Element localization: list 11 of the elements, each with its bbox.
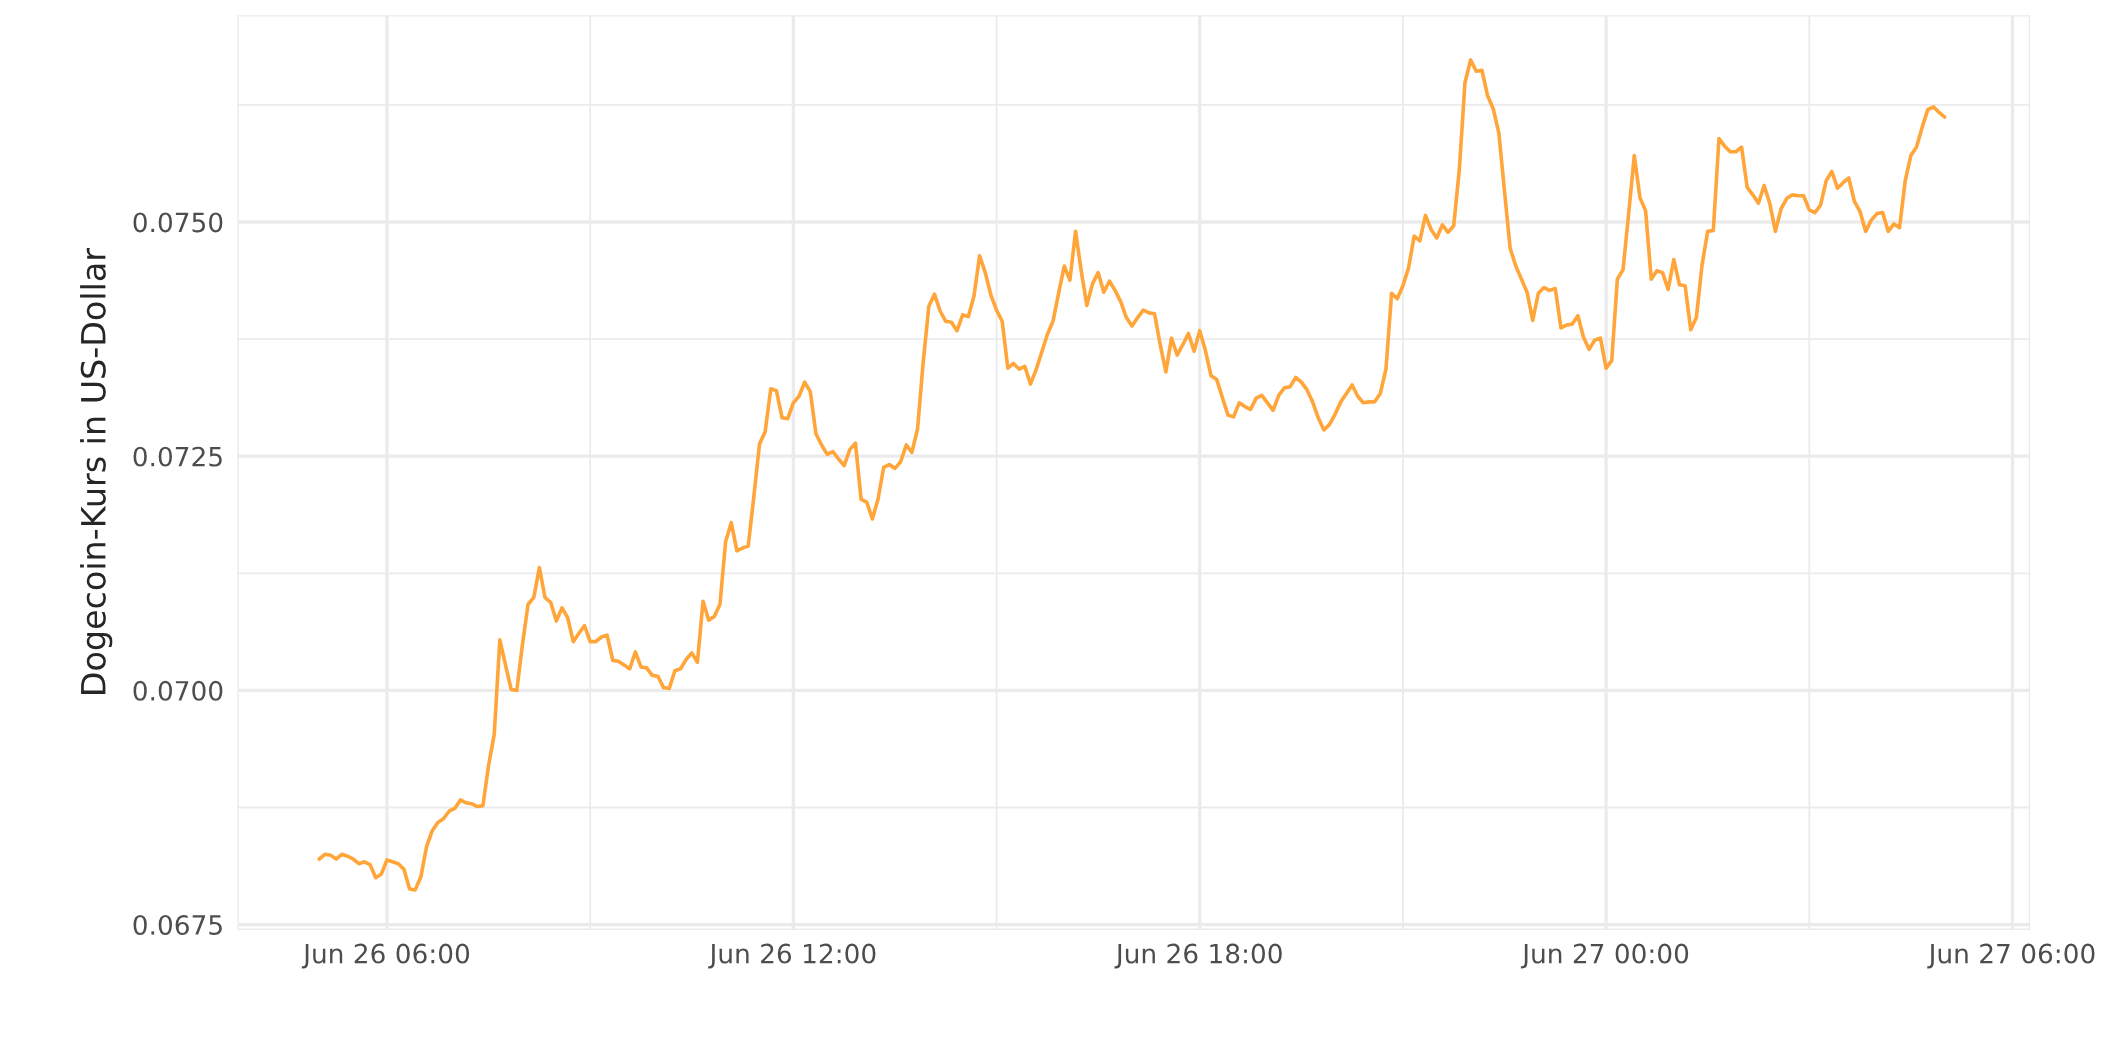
line-series — [317, 58, 1947, 892]
x-tick-label: Jun 26 18:00 — [1114, 943, 1282, 969]
y-tick-label: 0.0750 — [133, 212, 223, 233]
x-tick-label: Jun 27 00:00 — [1520, 943, 1689, 969]
x-tick-label: Jun 26 12:00 — [708, 943, 876, 969]
y-axis-title: Dogecoin-Kurs in US-Dollar — [80, 248, 113, 694]
y-tick-label: 0.0700 — [133, 680, 223, 701]
y-tick-label: 0.0675 — [133, 915, 222, 935]
y-tick-label: 0.0725 — [133, 446, 222, 467]
x-tick-label: Jun 27 06:00 — [1927, 943, 2095, 969]
x-tick-label: Jun 26 06:00 — [301, 943, 470, 969]
